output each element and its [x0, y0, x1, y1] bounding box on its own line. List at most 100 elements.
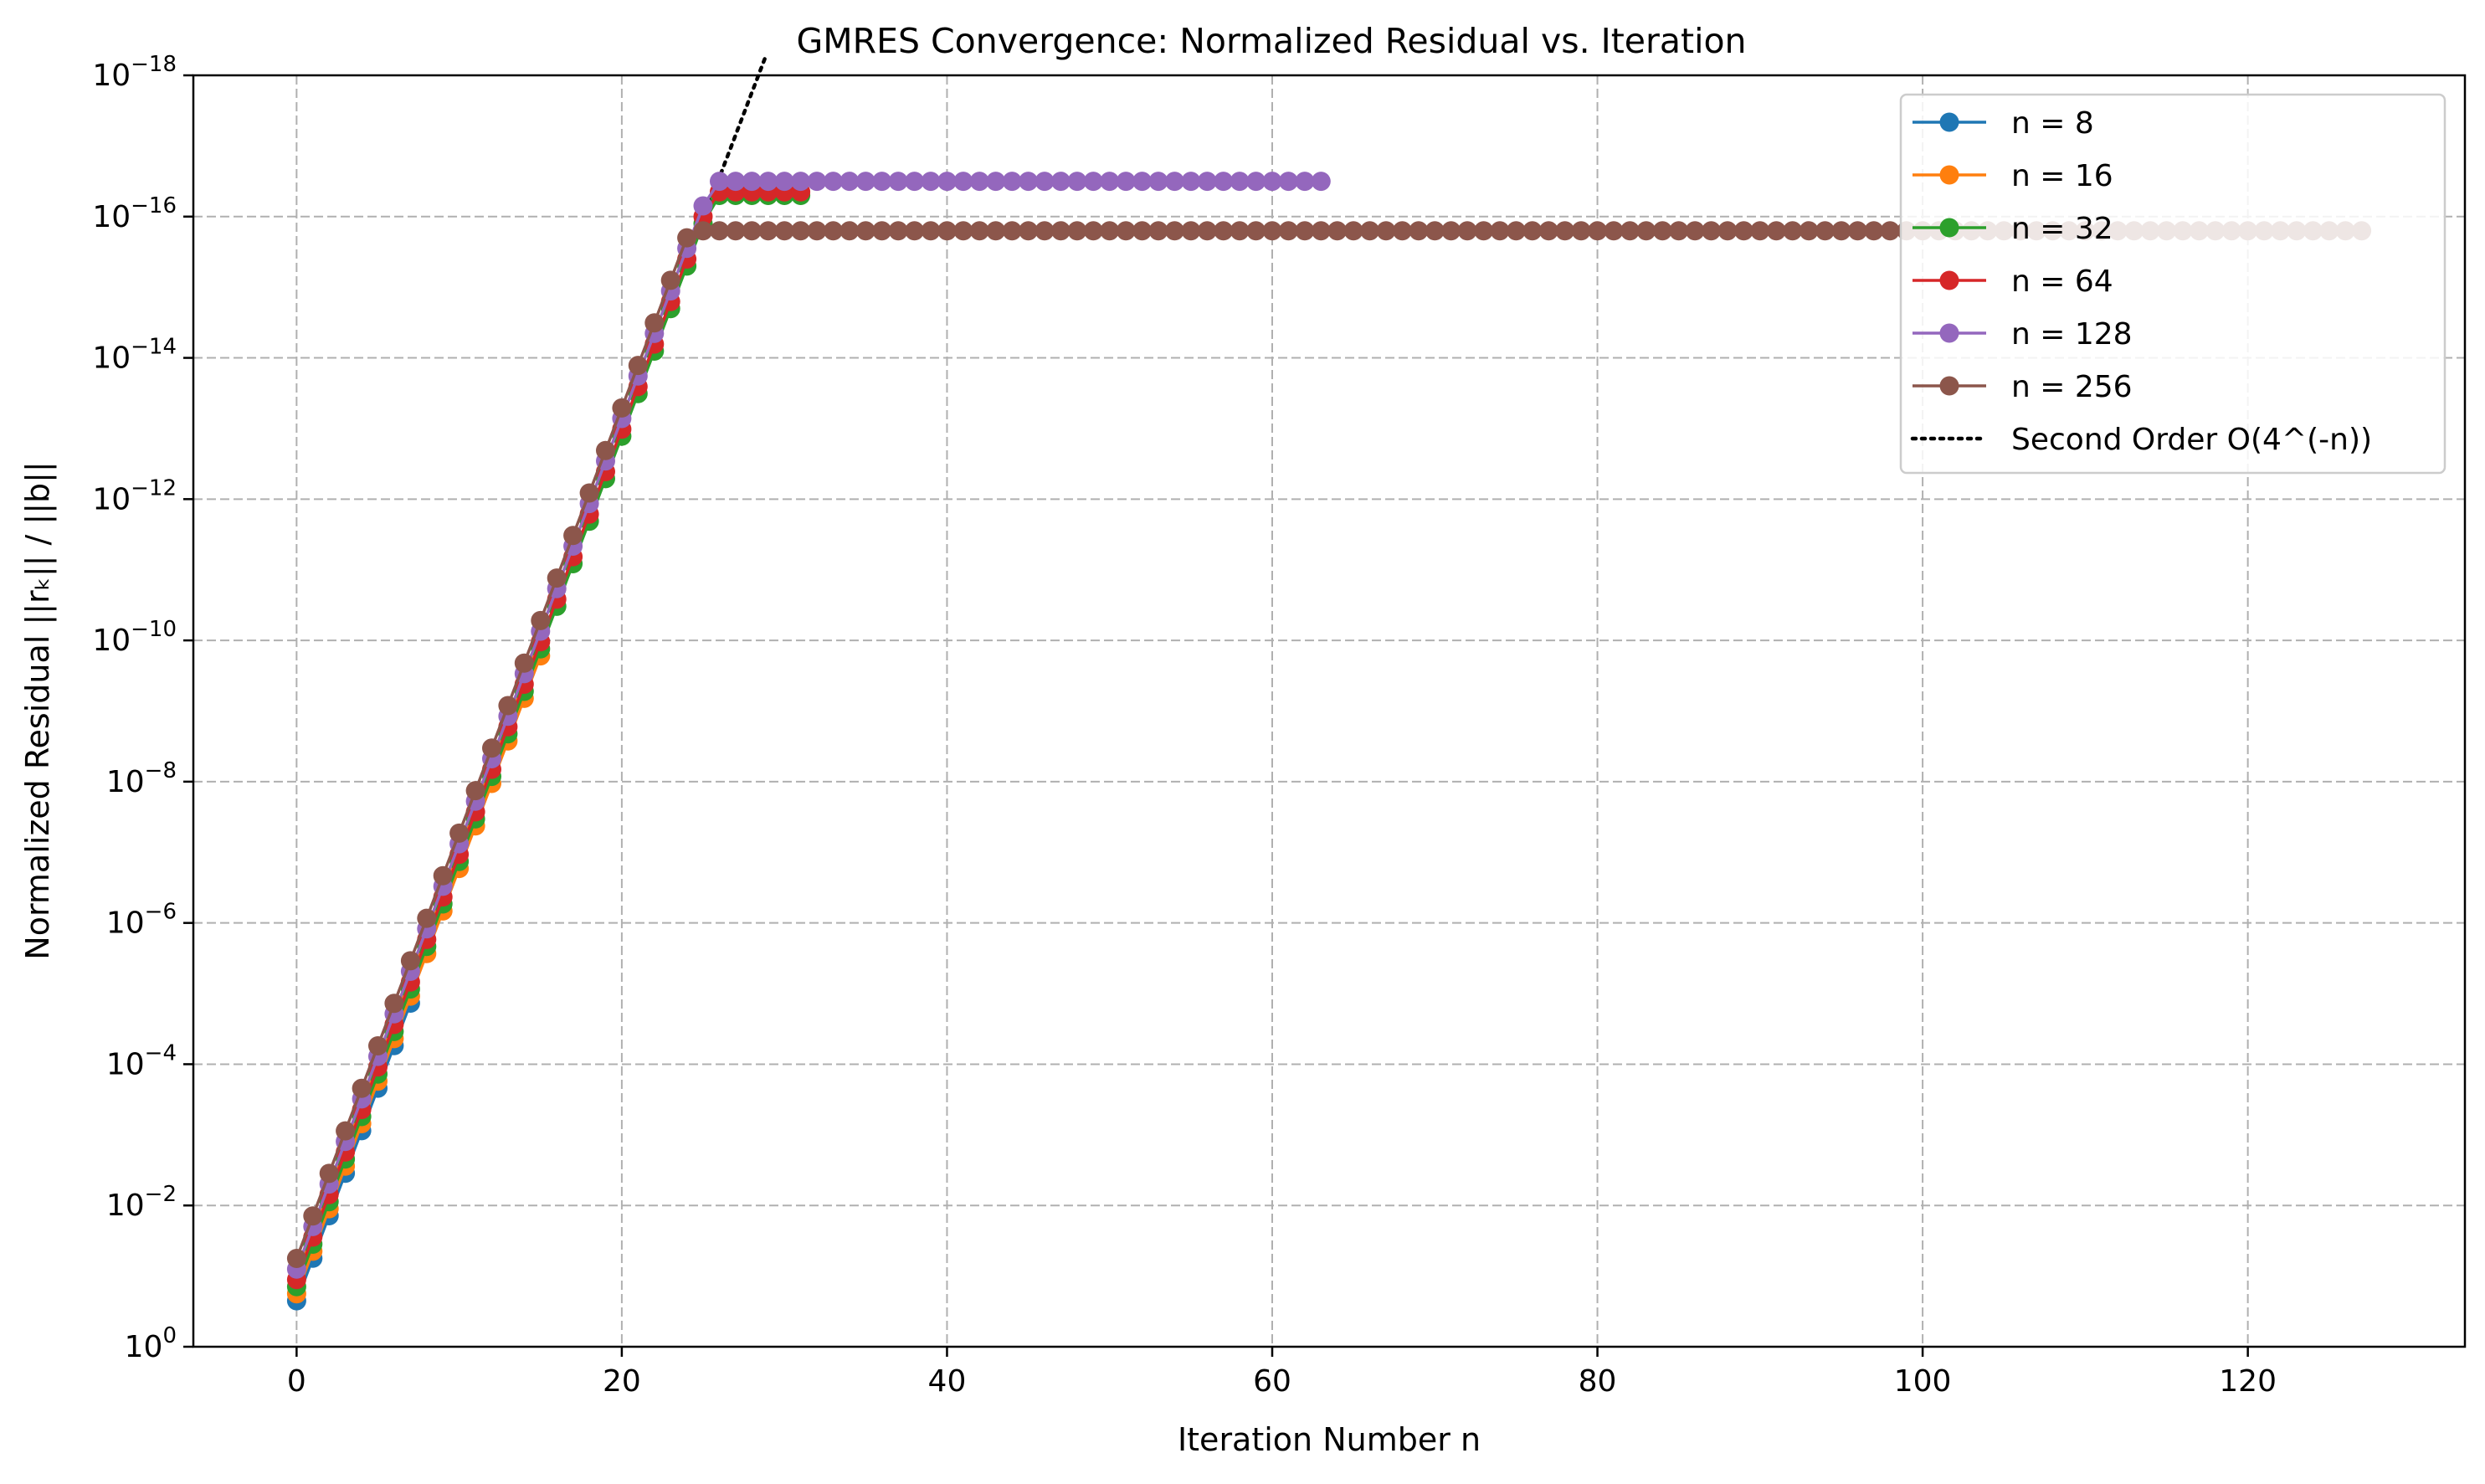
x-axis-ticks: 0 20 40 60 80 100 120 [287, 1347, 2277, 1399]
data-point [872, 221, 892, 241]
data-point [791, 221, 811, 241]
data-point [1799, 221, 1819, 241]
data-point [531, 610, 551, 630]
series-5 [286, 172, 1331, 1279]
data-point [1343, 221, 1363, 241]
data-point [1246, 172, 1266, 192]
x-tick-label: 60 [1253, 1364, 1291, 1399]
data-point [1164, 172, 1184, 192]
x-axis-label: Iteration Number n [1178, 1421, 1481, 1458]
data-point [660, 270, 680, 290]
y-tick-label: 10−16 [92, 193, 177, 234]
legend-swatch-marker [1939, 376, 1959, 396]
data-point [839, 221, 860, 241]
y-tick-label: 10−4 [106, 1040, 177, 1081]
data-point [921, 172, 941, 192]
data-point [1864, 221, 1884, 241]
data-point [807, 172, 827, 192]
plot-frame [192, 74, 2467, 1348]
x-tick-label: 80 [1579, 1364, 1617, 1399]
data-point [1571, 221, 1591, 241]
y-tick-label: 10−12 [92, 475, 177, 516]
data-point [824, 221, 843, 241]
legend: n = 8 n = 16 n = 32 n = 64 n = 128 n = 256 Sec… [1899, 93, 2446, 475]
data-point [644, 313, 665, 333]
data-point [612, 398, 632, 418]
x-tick-label: 0 [287, 1364, 306, 1399]
data-point [1214, 172, 1234, 192]
data-point [1278, 221, 1298, 241]
data-point [1360, 221, 1380, 241]
data-point [498, 696, 518, 716]
data-point [1295, 221, 1315, 241]
data-point [1327, 221, 1348, 241]
data-point [1311, 172, 1331, 192]
data-point [1181, 221, 1201, 241]
data-point [514, 653, 534, 673]
data-point [872, 172, 892, 192]
data-point [433, 865, 453, 886]
legend-swatch-marker [1939, 165, 1959, 185]
data-point [937, 221, 957, 241]
data-point [1441, 221, 1461, 241]
data-point [1831, 221, 1851, 241]
data-point [1067, 172, 1087, 192]
data-point [1425, 221, 1445, 241]
data-point [1278, 172, 1298, 192]
data-point [855, 221, 875, 241]
data-point [1148, 221, 1168, 241]
data-point [336, 1121, 356, 1141]
x-tick-label: 40 [928, 1364, 967, 1399]
data-point [1588, 221, 1608, 241]
data-point [1262, 172, 1282, 192]
data-point [969, 221, 989, 241]
data-point [449, 823, 470, 843]
data-point [742, 221, 762, 241]
data-point [1246, 221, 1266, 241]
legend-label: n = 64 [2011, 264, 2113, 299]
data-point [693, 221, 713, 241]
data-point [1490, 221, 1510, 241]
x-tick-label: 20 [603, 1364, 641, 1399]
data-point [1392, 221, 1412, 241]
data-point [1685, 221, 1705, 241]
data-point [726, 221, 746, 241]
data-point [368, 1036, 388, 1055]
data-point [303, 1206, 323, 1226]
y-tick-label: 10−6 [106, 900, 177, 941]
data-point [710, 172, 729, 192]
data-point [1002, 221, 1022, 241]
data-point [1636, 221, 1656, 241]
y-axis-ticks: 100 10−2 10−4 10−6 10−8 10−10 10−12 10−14 10−16 1… [92, 52, 193, 1364]
data-point [1116, 221, 1136, 241]
data-point [1522, 221, 1543, 241]
data-point [888, 221, 908, 241]
data-point [1083, 221, 1103, 241]
data-point [1035, 221, 1055, 241]
data-point [1702, 221, 1721, 241]
data-point [824, 172, 843, 192]
chart-title: GMRES Convergence: Normalized Residual v… [796, 21, 1746, 61]
data-point [1733, 221, 1753, 241]
data-point [1164, 221, 1184, 241]
data-point [596, 440, 615, 460]
data-point [1409, 221, 1429, 241]
data-point [1506, 221, 1526, 241]
data-point [1116, 172, 1136, 192]
data-point [677, 228, 697, 248]
data-point [1376, 221, 1396, 241]
data-point [1783, 221, 1803, 241]
data-point [742, 172, 762, 192]
data-point [1750, 221, 1770, 241]
data-point [1766, 221, 1786, 241]
data-point [937, 172, 957, 192]
legend-label: n = 16 [2011, 159, 2113, 193]
y-tick-label: 10−18 [92, 52, 177, 93]
data-point [758, 221, 778, 241]
legend-label: Second Order O(4^(-n)) [2011, 423, 2372, 457]
data-point [1620, 221, 1640, 241]
data-point [547, 568, 567, 588]
data-point [905, 221, 925, 241]
y-axis-label: Normalized Residual ||rₖ|| / ||b|| [19, 461, 57, 959]
